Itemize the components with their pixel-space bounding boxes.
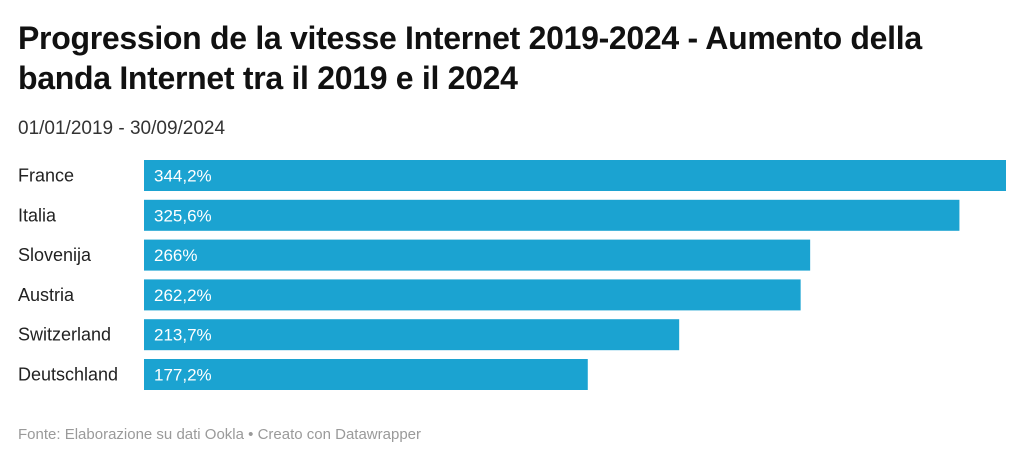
source-prefix: Fonte: bbox=[18, 426, 65, 443]
value-label-switzerland: 213,7% bbox=[154, 326, 212, 345]
value-label-france: 344,2% bbox=[154, 167, 212, 186]
chart-footer: Fonte: Elaborazione su dati Ookla • Crea… bbox=[18, 425, 421, 445]
value-label-italia: 325,6% bbox=[154, 206, 212, 225]
credit-text: Creato con Datawrapper bbox=[257, 426, 421, 443]
bar-switzerland bbox=[144, 319, 680, 351]
bar-italia bbox=[144, 199, 960, 231]
category-label-switzerland: Switzerland bbox=[18, 325, 111, 345]
category-label-austria: Austria bbox=[18, 285, 75, 305]
value-label-slovenija: 266% bbox=[154, 246, 197, 265]
category-label-france: France bbox=[18, 166, 74, 186]
category-label-slovenija: Slovenija bbox=[18, 245, 92, 265]
category-label-deutschland: Deutschland bbox=[18, 365, 118, 385]
value-label-austria: 262,2% bbox=[154, 286, 212, 305]
chart-title: Progression de la vitesse Internet 2019-… bbox=[18, 20, 922, 96]
value-label-deutschland: 177,2% bbox=[154, 366, 212, 385]
bar-austria bbox=[144, 279, 801, 311]
source-text: Elaborazione su dati Ookla bbox=[64, 426, 244, 443]
bar-deutschland bbox=[144, 359, 588, 390]
bar-chart: France 344,2% Italia 325,6% Slovenija 266% Aus… bbox=[18, 160, 1006, 390]
bar-slovenija bbox=[144, 239, 811, 271]
footer-separator: • bbox=[243, 426, 258, 443]
bar-france bbox=[144, 160, 1006, 191]
chart-subtitle: 01/01/2019 - 30/09/2024 bbox=[18, 118, 226, 139]
category-label-italia: Italia bbox=[18, 205, 57, 225]
